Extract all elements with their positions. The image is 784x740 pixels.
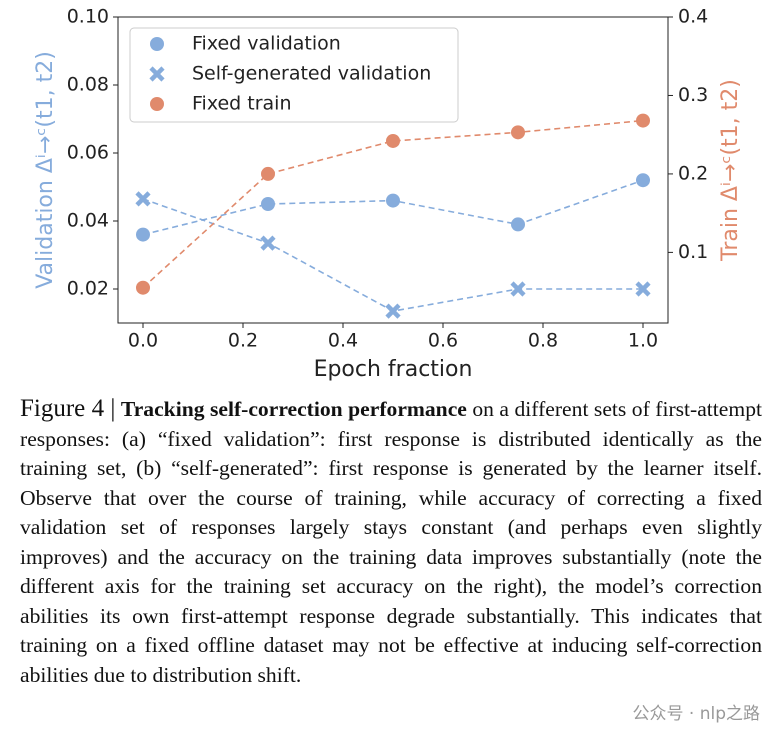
- marker-circle: [136, 280, 150, 295]
- marker-x: [635, 281, 651, 297]
- y2-axis-label: Train Δⁱ→ᶜ(t1, t2): [718, 79, 743, 262]
- figure-caption: Figure 4 | Tracking self-correction perf…: [20, 394, 762, 690]
- legend-box: [129, 27, 459, 123]
- marker-circle: [386, 193, 400, 208]
- x-tick-label: 0.2: [228, 330, 258, 352]
- y-tick-label: 0.08: [67, 74, 109, 96]
- legend-label: Fixed train: [192, 93, 292, 115]
- y-tick-label: 0.10: [67, 6, 109, 28]
- marker-circle: [636, 113, 650, 128]
- legend-label: Fixed validation: [192, 33, 341, 55]
- legend-marker: [150, 97, 164, 111]
- marker-circle: [511, 217, 525, 232]
- series-line: [142, 198, 643, 312]
- y2-tick-label: 0.1: [678, 241, 708, 263]
- marker-circle: [386, 133, 400, 148]
- watermark: 公众号 · nlp之路: [632, 704, 761, 724]
- y-tick-label: 0.06: [67, 142, 109, 164]
- series-line: [142, 119, 644, 289]
- marker-circle: [261, 197, 275, 211]
- marker-x: [135, 191, 151, 207]
- y-axis-label: Validation Δⁱ→ᶜ(t1, t2): [33, 51, 58, 289]
- caption-bold: Tracking self-correction performance: [120, 397, 467, 421]
- x-axis-label: Epoch fraction: [314, 357, 473, 382]
- y2-tick-label: 0.2: [678, 162, 708, 184]
- marker-circle: [511, 125, 525, 140]
- legend-marker: [149, 66, 165, 82]
- y-tick-label: 0.02: [67, 278, 109, 300]
- y2-tick-label: 0.3: [678, 84, 708, 106]
- legend: Fixed validation Self-generated validatio…: [129, 27, 459, 123]
- marker-x: [385, 303, 401, 319]
- marker-circle: [261, 166, 275, 181]
- caption-label: Figure 4 |: [20, 395, 116, 422]
- x-tick-label: 0.6: [428, 330, 458, 352]
- marker-x: [510, 281, 526, 297]
- chart: Epoch fraction Validation Δⁱ→ᶜ(t1, t2) T…: [33, 6, 743, 383]
- marker-circle: [136, 227, 150, 242]
- legend-label: Self-generated validation: [192, 63, 431, 85]
- y-tick-label: 0.04: [67, 210, 109, 232]
- marker-x: [260, 235, 276, 251]
- plot-frame: [117, 16, 669, 324]
- y2-tick-label: 0.4: [678, 6, 708, 28]
- legend-marker: [150, 37, 164, 51]
- x-tick-label: 0.0: [128, 330, 158, 352]
- x-tick-label: 1.0: [628, 330, 658, 352]
- x-tick-label: 0.8: [528, 330, 558, 352]
- x-tick-label: 0.4: [328, 330, 358, 352]
- marker-circle: [636, 173, 650, 188]
- caption-text: on a different sets of first-attempt res…: [20, 397, 762, 687]
